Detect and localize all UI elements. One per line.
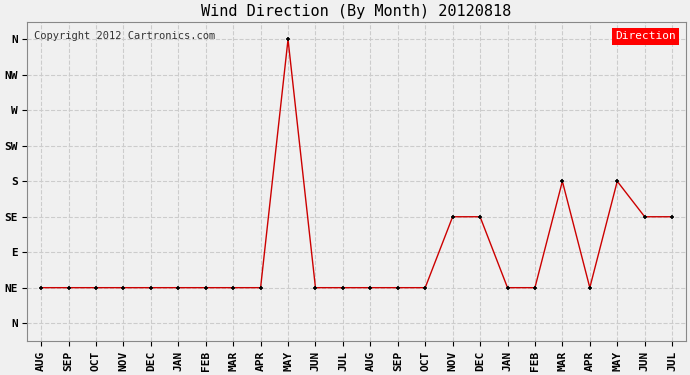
Point xyxy=(172,285,184,291)
Point xyxy=(365,285,376,291)
Point xyxy=(502,285,513,291)
Point xyxy=(36,285,47,291)
Point xyxy=(612,178,623,184)
Text: Copyright 2012 Cartronics.com: Copyright 2012 Cartronics.com xyxy=(34,31,215,41)
Point xyxy=(584,285,595,291)
Point xyxy=(639,214,650,220)
Point xyxy=(337,285,348,291)
Point xyxy=(146,285,157,291)
Point xyxy=(282,36,293,42)
Point xyxy=(475,214,486,220)
Point xyxy=(63,285,74,291)
Point xyxy=(392,285,403,291)
Point xyxy=(447,214,458,220)
Point xyxy=(310,285,321,291)
Point xyxy=(118,285,129,291)
Point xyxy=(420,285,431,291)
Point xyxy=(90,285,101,291)
Title: Wind Direction (By Month) 20120818: Wind Direction (By Month) 20120818 xyxy=(201,4,512,19)
Point xyxy=(255,285,266,291)
Point xyxy=(557,178,568,184)
Text: Direction: Direction xyxy=(615,31,676,41)
Point xyxy=(228,285,239,291)
Point xyxy=(200,285,211,291)
Point xyxy=(667,214,678,220)
Point xyxy=(529,285,540,291)
